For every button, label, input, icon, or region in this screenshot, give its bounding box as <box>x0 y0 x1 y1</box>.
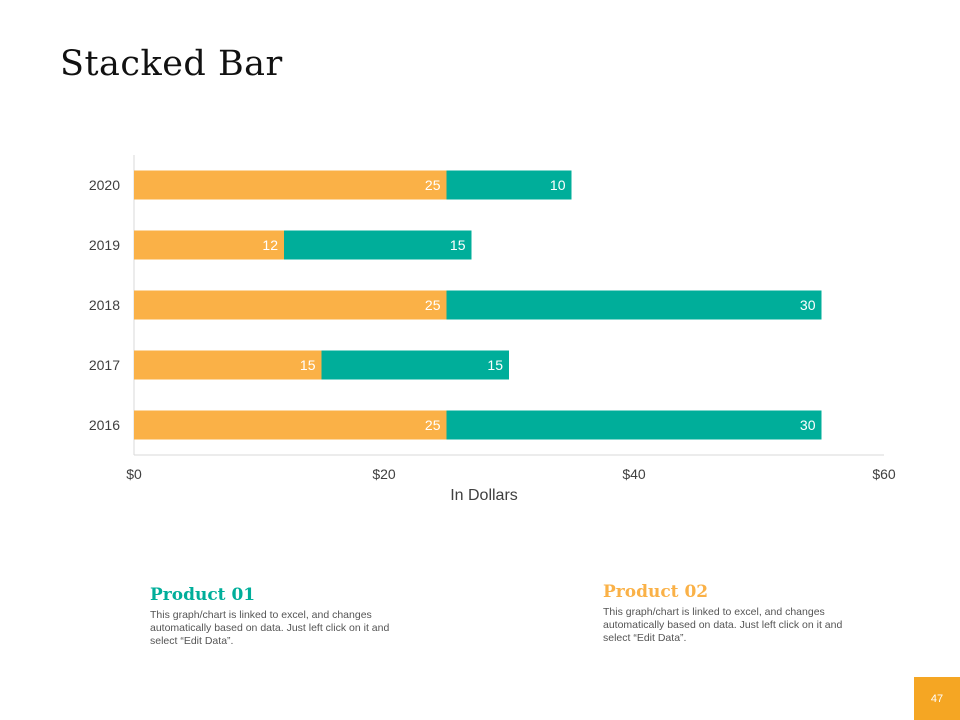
y-category-label: 2020 <box>89 177 120 193</box>
page-number-badge: 47 <box>914 677 960 720</box>
bar-segment-product-02 <box>134 410 447 440</box>
y-category-label: 2018 <box>89 297 120 313</box>
bar-data-label: 15 <box>487 357 503 373</box>
legend-desc-product-02: This graph/chart is linked to excel, and… <box>603 606 843 644</box>
legend-product-02: Product 02 This graph/chart is linked to… <box>603 582 843 645</box>
bar-data-label: 15 <box>450 237 466 253</box>
legend-title-product-01: Product 01 <box>150 585 256 605</box>
y-category-label: 2019 <box>89 237 120 253</box>
x-tick-label: $0 <box>126 466 142 482</box>
x-axis-title: In Dollars <box>450 487 518 504</box>
bar-segment-product-01 <box>446 410 822 440</box>
legend-desc-product-01: This graph/chart is linked to excel, and… <box>150 609 390 647</box>
stacked-bar-chart: $0 $20 $40 $60 In Dollars 2016 25 30 2017 15 15 201… <box>89 155 896 504</box>
bar-segment-product-01 <box>446 290 822 320</box>
bar-data-label: 15 <box>300 357 316 373</box>
slide-title: Stacked Bar <box>60 44 283 84</box>
legend-title-product-02: Product 02 <box>603 582 709 602</box>
bar-segment-product-02 <box>134 230 284 260</box>
bar-data-label: 25 <box>425 297 441 313</box>
bar-segment-product-02 <box>134 350 322 380</box>
bar-data-label: 25 <box>425 177 441 193</box>
x-tick-label: $40 <box>622 466 646 482</box>
bar-data-label: 10 <box>550 177 566 193</box>
x-tick-label: $60 <box>872 466 896 482</box>
legend-product-01: Product 01 This graph/chart is linked to… <box>150 585 390 648</box>
bar-segment-product-01 <box>321 350 509 380</box>
bar-segment-product-02 <box>134 290 447 320</box>
bar-segment-product-01 <box>284 230 472 260</box>
bar-segment-product-01 <box>446 170 572 200</box>
bar-data-label: 30 <box>800 417 816 433</box>
bar-data-label: 30 <box>800 297 816 313</box>
y-category-label: 2016 <box>89 417 120 433</box>
x-tick-label: $20 <box>372 466 396 482</box>
bar-data-label: 12 <box>262 237 278 253</box>
bar-data-label: 25 <box>425 417 441 433</box>
y-category-label: 2017 <box>89 357 120 373</box>
bar-segment-product-02 <box>134 170 447 200</box>
